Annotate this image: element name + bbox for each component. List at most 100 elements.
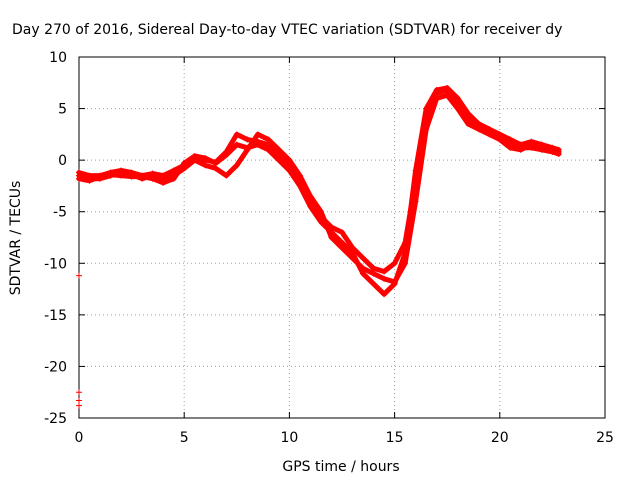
data-point — [286, 157, 293, 164]
data-point — [412, 167, 419, 174]
data-point — [381, 291, 388, 298]
data-point — [254, 141, 261, 148]
data-point — [475, 126, 482, 133]
series-line-trace-3 — [76, 85, 562, 297]
x-tick-label: 0 — [75, 430, 84, 446]
data-point — [507, 141, 514, 148]
y-tick-label: -10 — [44, 256, 67, 272]
data-point — [381, 268, 388, 275]
outlier-point — [76, 397, 82, 404]
data-point — [339, 239, 345, 246]
plot-frame — [78, 56, 606, 419]
y-tick-label: 0 — [58, 153, 67, 169]
data-point — [423, 105, 430, 112]
data-point — [538, 146, 545, 153]
data-point — [244, 136, 251, 143]
data-point — [507, 136, 514, 143]
data-point — [202, 162, 209, 169]
y-tick-label: -25 — [44, 411, 67, 427]
outlier-point — [76, 402, 82, 409]
data-point — [244, 144, 251, 151]
y-axis-label: SDTVAR / TECUs — [8, 181, 24, 296]
outlier-point — [76, 272, 82, 279]
data-point — [160, 179, 167, 186]
data-point — [107, 171, 114, 178]
data-point — [212, 160, 219, 167]
data-point — [360, 255, 367, 262]
chart-title: Day 270 of 2016, Sidereal Day-to-day VTE… — [12, 22, 562, 38]
data-point — [286, 167, 293, 174]
data-point — [454, 95, 461, 102]
data-point — [360, 270, 367, 277]
data-point — [265, 136, 272, 143]
data-point — [223, 172, 230, 179]
data-point — [517, 144, 524, 151]
data-point — [370, 270, 377, 277]
y-tick-label: 5 — [58, 102, 67, 118]
data-point — [181, 160, 188, 167]
data-point — [454, 105, 461, 112]
data-point — [317, 208, 324, 215]
data-point — [275, 146, 282, 153]
data-point — [317, 219, 324, 226]
data-series — [76, 84, 562, 298]
data-point — [233, 162, 240, 169]
data-point — [160, 172, 167, 179]
data-point — [328, 229, 335, 236]
data-point — [118, 172, 125, 179]
data-point — [149, 175, 156, 182]
data-point — [233, 131, 240, 138]
data-point — [555, 150, 562, 157]
data-point — [307, 203, 314, 210]
data-point — [307, 193, 314, 200]
data-point — [139, 173, 146, 180]
data-point — [370, 265, 377, 272]
data-point — [97, 173, 104, 180]
data-point — [170, 175, 177, 182]
data-point — [349, 249, 356, 256]
data-point — [86, 177, 93, 184]
data-point — [233, 141, 240, 148]
data-point — [128, 173, 135, 180]
data-point — [444, 84, 451, 91]
x-axis-label: GPS time / hours — [282, 459, 399, 475]
data-point — [170, 167, 177, 174]
outlier-point — [76, 389, 82, 396]
y-tick-label: 10 — [49, 50, 67, 66]
data-point — [496, 136, 503, 143]
series-line-trace-2 — [76, 92, 562, 285]
x-tick-label: 20 — [491, 430, 509, 446]
data-point — [339, 229, 345, 236]
data-point — [444, 92, 451, 99]
data-point — [391, 260, 398, 267]
outlier-points — [76, 272, 82, 409]
y-tick-label: -15 — [44, 308, 67, 324]
x-tick-label: 25 — [596, 430, 614, 446]
data-point — [402, 249, 409, 256]
data-point — [223, 151, 230, 158]
data-point — [433, 87, 440, 94]
data-point — [202, 155, 209, 162]
data-point — [549, 148, 556, 155]
data-point — [370, 280, 377, 287]
x-tick-label: 5 — [180, 430, 189, 446]
data-point — [528, 144, 535, 151]
data-point — [275, 157, 282, 164]
data-point — [76, 175, 82, 182]
data-point — [381, 275, 388, 282]
data-point — [465, 110, 472, 117]
y-tick-label: -5 — [53, 205, 67, 221]
data-point — [391, 280, 398, 287]
data-point — [254, 131, 261, 138]
gridlines — [79, 57, 605, 418]
axes: 0 5 10 15 20 25 10 5 0 -5 -10 -15 -20 -25 — [44, 50, 614, 446]
x-tick-label: 10 — [280, 430, 298, 446]
data-point — [465, 121, 472, 128]
data-point — [191, 153, 198, 160]
data-point — [486, 126, 493, 133]
y-tick-label: -20 — [44, 359, 67, 375]
x-tick-label: 15 — [386, 430, 404, 446]
data-point — [212, 165, 219, 172]
data-point — [265, 146, 272, 153]
